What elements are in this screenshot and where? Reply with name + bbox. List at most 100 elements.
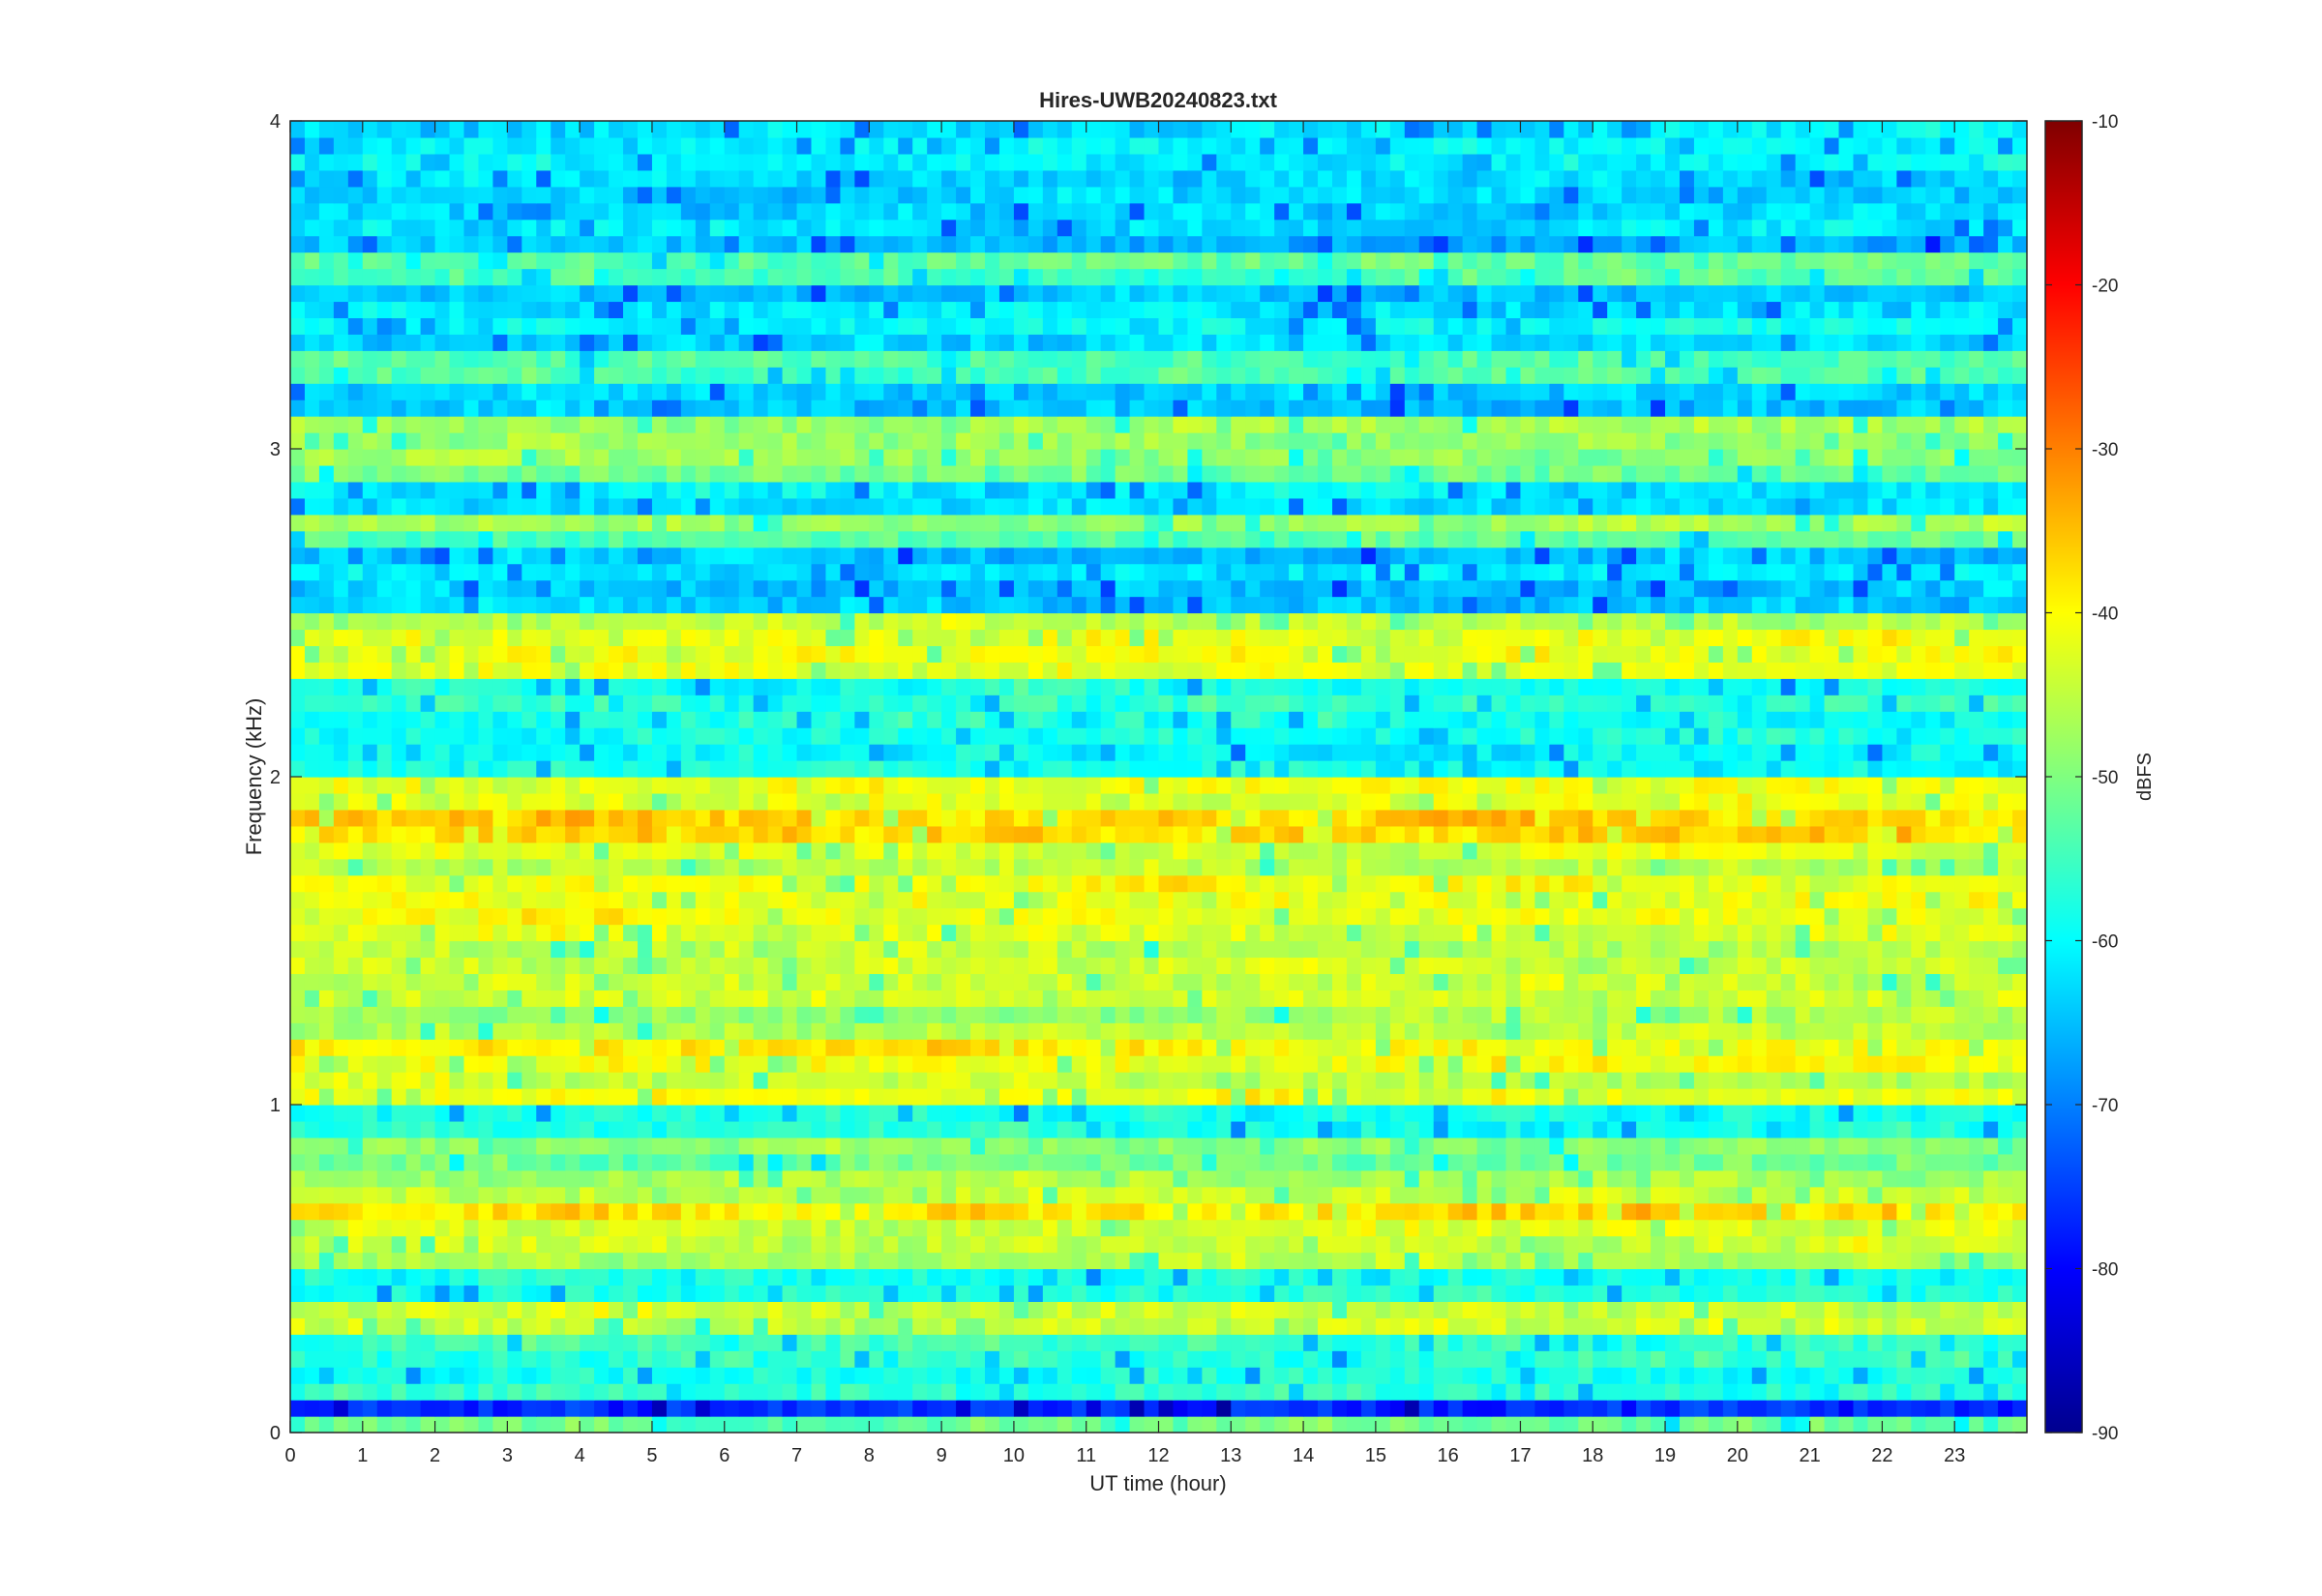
heatmap-cell bbox=[1563, 1252, 1579, 1270]
heatmap-cell bbox=[1693, 990, 1710, 1007]
heatmap-cell bbox=[1549, 825, 1564, 843]
heatmap-cell bbox=[1737, 1301, 1753, 1318]
heatmap-cell bbox=[376, 990, 393, 1007]
heatmap-cell bbox=[1867, 1235, 1884, 1254]
heatmap-cell bbox=[1245, 874, 1261, 893]
heatmap-cell bbox=[609, 1186, 624, 1204]
heatmap-cell bbox=[796, 940, 813, 959]
heatmap-cell bbox=[782, 1186, 798, 1204]
heatmap-cell bbox=[1853, 1186, 1869, 1204]
heatmap-cell bbox=[1418, 858, 1435, 876]
heatmap-cell bbox=[449, 1055, 465, 1073]
heatmap-cell bbox=[1636, 792, 1652, 811]
heatmap-cell bbox=[854, 1350, 870, 1368]
heatmap-cell bbox=[1882, 858, 1897, 876]
heatmap-cell bbox=[1853, 1055, 1869, 1073]
heatmap-cell bbox=[1998, 1120, 2013, 1138]
heatmap-cell bbox=[753, 858, 769, 876]
heatmap-cell bbox=[594, 1186, 610, 1204]
heatmap-cell bbox=[420, 1153, 436, 1171]
heatmap-cell bbox=[1636, 1219, 1652, 1237]
heatmap-cell bbox=[1042, 1120, 1058, 1138]
heatmap-cell bbox=[463, 792, 480, 811]
heatmap-cell bbox=[1173, 1416, 1189, 1433]
heatmap-cell bbox=[695, 1006, 711, 1023]
heatmap-cell bbox=[1042, 744, 1058, 761]
heatmap-cell bbox=[1665, 957, 1681, 974]
heatmap-cell bbox=[1318, 1219, 1333, 1237]
heatmap-cell bbox=[1969, 1186, 1984, 1204]
heatmap-cell bbox=[1896, 1186, 1912, 1204]
heatmap-cell bbox=[1187, 1088, 1203, 1106]
heatmap-cell bbox=[318, 990, 335, 1007]
heatmap-cell bbox=[709, 1055, 726, 1073]
heatmap-cell bbox=[1360, 1169, 1377, 1188]
heatmap-cell bbox=[580, 1055, 595, 1073]
heatmap-cell bbox=[666, 825, 682, 843]
heatmap-cell bbox=[898, 760, 913, 778]
heatmap-cell bbox=[898, 924, 913, 942]
heatmap-cell bbox=[1173, 1006, 1189, 1023]
heatmap-cell bbox=[782, 1400, 798, 1417]
heatmap-cell bbox=[1969, 858, 1984, 876]
heatmap-cell bbox=[609, 1301, 624, 1318]
heatmap-cell bbox=[1100, 1006, 1116, 1023]
heatmap-cell bbox=[1389, 1105, 1406, 1122]
heatmap-cell bbox=[318, 760, 335, 778]
heatmap-cell bbox=[623, 1202, 639, 1221]
heatmap-cell bbox=[1332, 842, 1348, 860]
heatmap-cell bbox=[1665, 1367, 1681, 1384]
heatmap-cell bbox=[1115, 874, 1131, 893]
heatmap-cell bbox=[1187, 825, 1203, 843]
heatmap-cell bbox=[1260, 760, 1275, 778]
heatmap-cell bbox=[898, 1088, 913, 1106]
heatmap-cell bbox=[1231, 907, 1246, 926]
heatmap-cell bbox=[1100, 924, 1116, 942]
heatmap-cell bbox=[1360, 1022, 1377, 1040]
heatmap-cell bbox=[1680, 1301, 1695, 1318]
heatmap-cell bbox=[1998, 990, 2013, 1007]
heatmap-cell bbox=[898, 1202, 913, 1221]
heatmap-cell bbox=[767, 1039, 784, 1056]
heatmap-cell bbox=[1462, 1367, 1478, 1384]
heatmap-cell bbox=[290, 1268, 306, 1286]
heatmap-cell bbox=[420, 842, 436, 860]
heatmap-cell bbox=[724, 1202, 740, 1221]
heatmap-cell bbox=[998, 1334, 1015, 1351]
heatmap-cell bbox=[623, 744, 639, 761]
heatmap-cell bbox=[840, 973, 855, 990]
heatmap-cell bbox=[449, 1186, 465, 1204]
heatmap-cell bbox=[1086, 792, 1102, 811]
heatmap-cell bbox=[1824, 907, 1840, 926]
heatmap-cell bbox=[1318, 1039, 1333, 1056]
heatmap-cell bbox=[854, 891, 870, 909]
heatmap-cell bbox=[825, 1202, 842, 1221]
heatmap-cell bbox=[290, 1285, 306, 1302]
heatmap-cell bbox=[854, 1088, 870, 1106]
heatmap-cell bbox=[521, 1055, 537, 1073]
heatmap-cell bbox=[1158, 1153, 1175, 1171]
heatmap-cell bbox=[1462, 1285, 1478, 1302]
heatmap-cell bbox=[1766, 825, 1782, 843]
heatmap-cell bbox=[565, 907, 580, 926]
heatmap-cell bbox=[1231, 940, 1246, 959]
heatmap-cell bbox=[883, 1317, 899, 1335]
heatmap-cell bbox=[941, 1367, 957, 1384]
heatmap-cell bbox=[869, 744, 884, 761]
heatmap-cell bbox=[1027, 1120, 1044, 1138]
heatmap-cell bbox=[1534, 825, 1550, 843]
heatmap-cell bbox=[1332, 940, 1348, 959]
heatmap-cell bbox=[811, 1088, 827, 1106]
heatmap-cell bbox=[623, 1105, 639, 1122]
heatmap-cell bbox=[1491, 1268, 1507, 1286]
heatmap-cell bbox=[1115, 809, 1131, 827]
heatmap-cell bbox=[1260, 1301, 1275, 1318]
heatmap-cell bbox=[1751, 1088, 1768, 1106]
heatmap-cell bbox=[1027, 1317, 1044, 1335]
heatmap-cell bbox=[391, 1334, 407, 1351]
heatmap-cell bbox=[912, 1219, 928, 1237]
heatmap-cell bbox=[1173, 1400, 1189, 1417]
heatmap-cell bbox=[1505, 858, 1522, 876]
heatmap-cell bbox=[753, 1235, 769, 1254]
heatmap-cell bbox=[1549, 940, 1564, 959]
